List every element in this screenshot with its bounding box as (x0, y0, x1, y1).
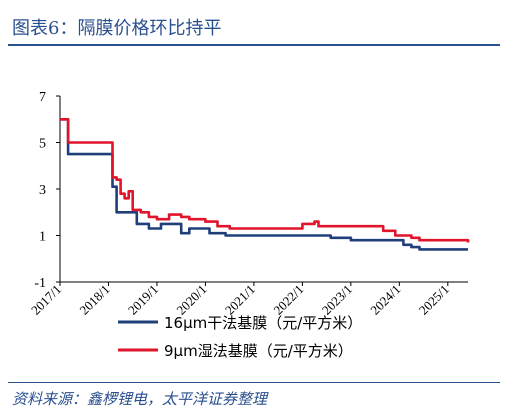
legend-label-wet: 9μm湿法基膜（元/平方米） (164, 342, 353, 360)
source-note: 资料来源：鑫椤锂电，太平洋证券整理 (12, 390, 268, 408)
legend: 16μm干法基膜（元/平方米） 9μm湿法基膜（元/平方米） (118, 314, 362, 360)
y-tick-label: 5 (39, 137, 46, 152)
x-tick-label: 2021/1 (222, 282, 258, 318)
x-tick-label: 2018/1 (76, 282, 112, 318)
title-rule (8, 44, 500, 46)
x-tick-label: 2024/1 (367, 282, 403, 318)
x-axis: 2017/1 2018/1 2019/1 2020/1 2021/1 2022/1 2023… (28, 281, 468, 318)
y-tick-label: 7 (39, 90, 46, 105)
figure-header: 图表6：隔膜价格环比持平 (0, 0, 507, 44)
x-tick-label: 2019/1 (125, 282, 161, 318)
y-tick-label: -1 (34, 276, 46, 291)
series-line-dry (60, 118, 468, 251)
x-tick-label: 2025/1 (416, 282, 452, 318)
series-line-wet (60, 118, 470, 243)
x-tick-label: 2023/1 (319, 282, 355, 318)
y-tick-label: 3 (39, 183, 46, 198)
x-tick-label: 2020/1 (173, 282, 209, 318)
x-tick-label: 2022/1 (270, 282, 306, 318)
y-tick-label: 1 (39, 230, 46, 245)
series-lines (60, 118, 470, 251)
footer-rule (8, 382, 500, 383)
figure-title: 图表6：隔膜价格环比持平 (12, 18, 222, 39)
y-axis: -1 1 3 5 7 (34, 90, 61, 291)
legend-label-dry: 16μm干法基膜（元/平方米） (164, 314, 362, 332)
